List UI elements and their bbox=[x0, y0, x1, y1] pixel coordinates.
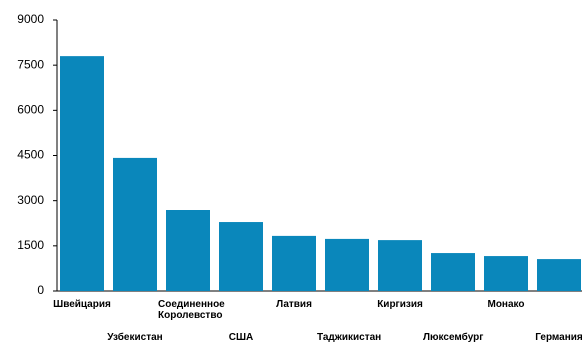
bar bbox=[484, 256, 528, 291]
bar bbox=[272, 235, 316, 291]
x-tick-label: Латвия bbox=[276, 299, 312, 310]
y-tick-label: 0 bbox=[37, 283, 44, 297]
y-tick-label: 7500 bbox=[17, 57, 44, 71]
bar bbox=[537, 259, 581, 291]
x-tick-label: Узбекистан bbox=[107, 332, 163, 342]
y-tick-label: 9000 bbox=[17, 12, 44, 26]
bar bbox=[325, 238, 369, 291]
y-tick-label: 3000 bbox=[17, 193, 44, 207]
x-tick-label: Соединенное Королевство bbox=[158, 299, 225, 321]
x-tick-label: США bbox=[228, 332, 254, 342]
y-tick-label: 4500 bbox=[17, 148, 44, 162]
bar bbox=[431, 253, 475, 291]
x-tick-label: Киргизия bbox=[377, 299, 423, 310]
bar bbox=[113, 157, 157, 291]
bar bbox=[60, 56, 104, 292]
y-tick-label: 6000 bbox=[17, 103, 44, 117]
y-tick-label: 1500 bbox=[17, 238, 44, 252]
bar bbox=[219, 222, 263, 291]
x-tick-label: Монако bbox=[487, 299, 525, 310]
bar bbox=[166, 210, 210, 291]
x-tick-label: Люксембург bbox=[423, 332, 484, 342]
bar bbox=[378, 240, 422, 291]
x-tick-label: Таджикистан bbox=[317, 332, 382, 342]
x-tick-label: Германия bbox=[535, 332, 582, 342]
x-tick-label: Швейцария bbox=[53, 299, 111, 310]
